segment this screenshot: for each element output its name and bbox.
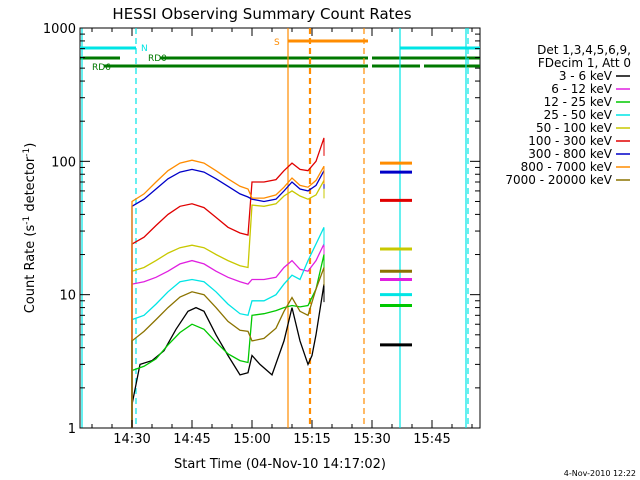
- legend-header-2: FDecim 1, Att 0: [538, 56, 631, 70]
- flag-label-s: S: [274, 38, 280, 48]
- legend-label: 50 - 100 keV: [536, 121, 613, 135]
- series-line-100-300kev: [131, 137, 325, 428]
- flag-bars: N S RD0 RD6: [80, 38, 480, 73]
- series-line-7000-20000kev: [131, 267, 325, 428]
- legend-label: 6 - 12 keV: [551, 82, 613, 96]
- legend-label: 3 - 6 keV: [559, 69, 613, 83]
- y-axis-label-sup2: -1: [22, 148, 32, 157]
- flag-label-rd6: RD6: [92, 63, 111, 73]
- series-line-25-50kev: [131, 227, 325, 428]
- legend: Det 1,3,4,5,6,9, FDecim 1, Att 0 3 - 6 k…: [505, 43, 631, 187]
- legend-label: 25 - 50 keV: [544, 108, 613, 122]
- x-axis-label: Start Time (04-Nov-10 14:17:02): [174, 457, 386, 472]
- y-axis-label-main: Count Rate (s: [23, 225, 38, 314]
- y-axis-label-mid: detector: [23, 156, 38, 216]
- marker-lines: [81, 28, 469, 428]
- series-line-50-100kev: [131, 180, 325, 428]
- series-line-800-7000kev: [131, 159, 325, 428]
- plot-frame: [79, 27, 481, 429]
- legend-label: 7000 - 20000 keV: [505, 173, 612, 187]
- axes: 14:30 14:45 15:00 15:15 15:30 15:45 1 10 100 1000: [43, 22, 480, 447]
- legend-label: 100 - 300 keV: [528, 134, 612, 148]
- x-tick-label: 15:30: [353, 432, 390, 447]
- series-line-300-800kev: [131, 168, 325, 428]
- x-tick-label: 15:00: [233, 432, 270, 447]
- legend-label: 300 - 800 keV: [528, 147, 612, 161]
- flag-label-n: N: [141, 44, 148, 54]
- x-tick-label: 14:30: [113, 432, 150, 447]
- x-tick-label: 15:45: [413, 432, 450, 447]
- chart-title: HESSI Observing Summary Count Rates: [112, 5, 411, 23]
- y-tick-label: 10: [59, 289, 76, 304]
- y-tick-label: 1000: [43, 22, 76, 37]
- series-lines: [131, 137, 412, 428]
- y-axis-label-end: ): [23, 143, 38, 148]
- legend-label: 12 - 25 keV: [544, 95, 613, 109]
- legend-label: 800 - 7000 keV: [521, 160, 613, 174]
- y-tick-label: 1: [68, 422, 76, 437]
- y-tick-label: 100: [51, 155, 76, 170]
- flag-label-rd0: RD0: [148, 54, 167, 64]
- y-axis-label-sup1: -1: [22, 216, 32, 225]
- y-axis-label: Count Rate (s-1 detector-1): [22, 143, 38, 314]
- x-tick-label: 15:15: [293, 432, 330, 447]
- timestamp: 4-Nov-2010 12:22: [564, 469, 636, 478]
- x-tick-label: 14:45: [173, 432, 210, 447]
- series-line-6-12kev: [131, 243, 325, 428]
- legend-header-1: Det 1,3,4,5,6,9,: [537, 43, 631, 57]
- series-line-12-25kev: [131, 254, 325, 428]
